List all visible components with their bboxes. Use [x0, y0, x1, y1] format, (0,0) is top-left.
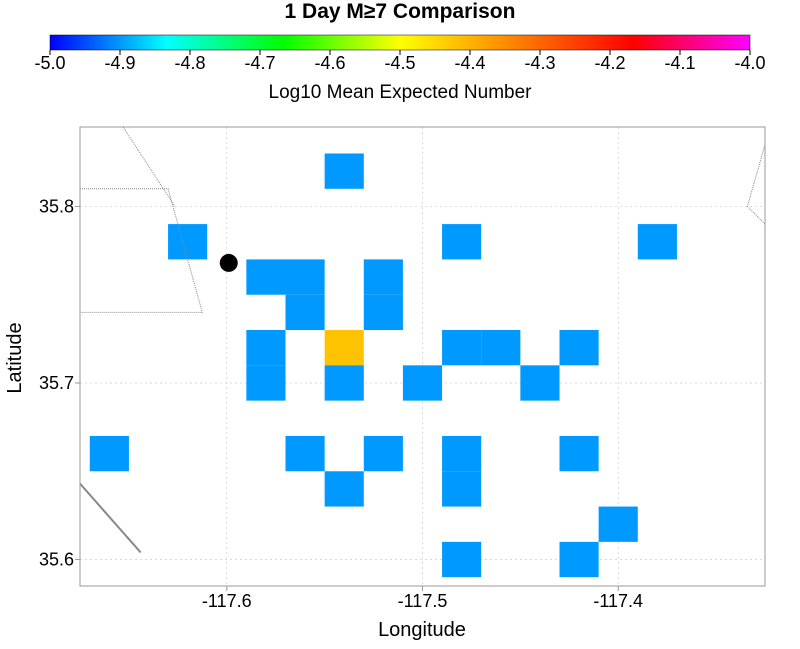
- heatmap-cell: [559, 541, 599, 578]
- heatmap-cell: [363, 259, 403, 295]
- x-axis-label: Longitude: [378, 619, 466, 641]
- colorbar-tick-label: -4.6: [314, 53, 345, 73]
- fault-lines: [80, 127, 765, 554]
- colorbar-tick-label: -4.8: [174, 53, 205, 73]
- heatmap-cell: [402, 365, 443, 401]
- heatmap-cell: [324, 365, 364, 401]
- heatmap-cell: [637, 224, 677, 260]
- heatmap-cell: [285, 435, 325, 472]
- colorbar-tick-label: -4.5: [384, 53, 415, 73]
- heatmap-cell: [324, 153, 364, 189]
- heatmap-cell: [168, 224, 208, 260]
- colorbar-label: Log10 Mean Expected Number: [269, 82, 533, 103]
- colorbar-tick-label: -4.3: [524, 53, 555, 73]
- heatmap-cell: [442, 541, 482, 578]
- heatmap-cell: [324, 471, 364, 507]
- heatmap-cell: [89, 435, 129, 472]
- heatmap-cell: [285, 259, 325, 295]
- heatmap-cell: [442, 330, 482, 366]
- fault-line: [746, 144, 765, 225]
- epicenter-layer: [219, 253, 238, 272]
- colorbar-tick-label: -4.4: [454, 53, 485, 73]
- x-axis-ticks: -117.6 -117.5 -117.4: [202, 586, 643, 611]
- heatmap-cell: [246, 259, 286, 295]
- colorbar-tick-label: -4.9: [104, 53, 135, 73]
- heatmap-cell: [363, 435, 403, 472]
- colorbar-tick-label: -4.7: [244, 53, 275, 73]
- heatmap-cell: [520, 365, 560, 401]
- y-tick-label: 35.6: [39, 550, 74, 570]
- heatmap-cell: [442, 471, 482, 507]
- heatmap-cell: [285, 294, 325, 331]
- y-axis-ticks: 35.6 35.7 35.8: [39, 196, 80, 570]
- heatmap-cell: [246, 365, 286, 401]
- y-tick-label: 35.7: [39, 373, 74, 393]
- colorbar-ticks: -5.0 -4.9 -4.8 -4.7 -4.6 -4.5 -4.4 -4.3 -4.2 -4.1…: [34, 50, 766, 73]
- heatmap-cell: [442, 435, 482, 472]
- fault-line: [80, 482, 142, 554]
- colorbar-tick-label: -5.0: [34, 53, 65, 73]
- chart-title: 1 Day M≥7 Comparison: [285, 0, 516, 23]
- heatmap-cell: [559, 435, 599, 472]
- fault-line: [122, 127, 176, 207]
- heatmap-cells: [89, 153, 677, 578]
- heatmap-cell: [598, 506, 638, 542]
- x-tick-label: -117.6: [202, 591, 252, 611]
- grid: [80, 127, 765, 586]
- heatmap-cell: [559, 330, 599, 366]
- colorbar: [49, 34, 751, 51]
- heatmap-cell: [442, 224, 482, 260]
- heatmap-cell: [363, 294, 403, 331]
- colorbar-tick-label: -4.0: [734, 53, 765, 73]
- heatmap-cell: [324, 330, 364, 366]
- colorbar-tick-label: -4.1: [664, 53, 695, 73]
- x-tick-label: -117.5: [398, 591, 448, 611]
- epicenter-marker: [219, 253, 238, 272]
- x-tick-label: -117.4: [593, 591, 643, 611]
- fault-line: [80, 188, 203, 313]
- heatmap-cell: [481, 330, 521, 366]
- heatmap-cell: [246, 330, 286, 366]
- y-tick-label: 35.8: [39, 196, 74, 216]
- y-axis-label: Latitude: [4, 322, 26, 393]
- colorbar-tick-label: -4.2: [594, 53, 625, 73]
